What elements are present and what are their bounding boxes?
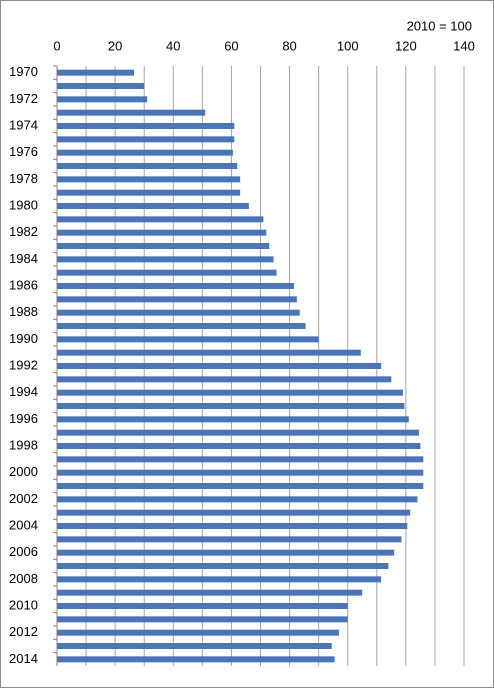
bar: [57, 416, 409, 423]
bar: [57, 336, 319, 343]
bar: [57, 83, 145, 89]
y-tick-label: 1992: [9, 357, 38, 372]
bar: [57, 389, 403, 396]
annotation: 2010 = 100: [407, 18, 472, 33]
bar: [57, 429, 419, 436]
bar: [57, 469, 424, 476]
bar: [57, 576, 382, 583]
y-tick-label: 1988: [9, 304, 38, 319]
bar: [57, 323, 306, 329]
x-tick-label: 140: [453, 38, 475, 53]
bar: [57, 69, 135, 76]
bar: [57, 643, 332, 649]
bar: [57, 483, 424, 489]
y-tick-label: 1974: [9, 117, 38, 132]
y-tick-label: 2008: [9, 571, 38, 586]
bar: [57, 403, 405, 409]
y-tick-label: 1994: [9, 384, 38, 399]
bar: [57, 149, 233, 156]
bar: [57, 176, 241, 183]
bar: [57, 123, 235, 129]
x-tick-label: 20: [108, 38, 122, 53]
bar: [57, 563, 389, 569]
y-tick-label: 1990: [9, 331, 38, 346]
x-tick-label: 40: [166, 38, 180, 53]
y-tick-label: 1998: [9, 437, 38, 452]
bar: [57, 163, 238, 169]
bar: [57, 229, 267, 236]
bar: [57, 376, 392, 383]
bar: [57, 349, 361, 356]
bar: [57, 256, 274, 263]
bar: [57, 549, 395, 556]
bar: [57, 189, 241, 196]
y-tick-label: 2012: [9, 624, 38, 639]
bar: [57, 509, 411, 516]
bar: [57, 309, 300, 316]
x-tick-label: 80: [282, 38, 296, 53]
y-tick-label: 1978: [9, 171, 38, 186]
x-tick-label: 120: [395, 38, 417, 53]
bar: [57, 443, 421, 449]
y-tick-label: 1972: [9, 91, 38, 106]
y-tick-label: 1986: [9, 277, 38, 292]
y-tick-label: 1970: [9, 64, 38, 79]
y-tick-label: 2002: [9, 491, 38, 506]
y-tick-label: 1982: [9, 224, 38, 239]
bar: [57, 603, 348, 609]
y-tick-label: 1996: [9, 411, 38, 426]
bar: [57, 136, 235, 143]
bar: [57, 536, 402, 543]
y-tick-label: 2006: [9, 544, 38, 559]
bar: [57, 496, 418, 503]
bar: [57, 363, 382, 369]
bar: [57, 96, 148, 103]
y-tick-label: 2000: [9, 464, 38, 479]
bar: [57, 523, 408, 529]
bar: [57, 243, 270, 249]
y-tick-label: 1976: [9, 144, 38, 159]
bar: [57, 589, 363, 596]
bar: [57, 216, 264, 223]
bar: [57, 296, 297, 303]
x-tick-label: 100: [337, 38, 359, 53]
bar: [57, 269, 277, 276]
x-tick-label: 60: [224, 38, 238, 53]
bar: [57, 629, 339, 636]
bar: [57, 283, 294, 289]
bar: [57, 656, 335, 663]
bar: [57, 456, 424, 463]
y-tick-label: 2014: [9, 651, 38, 666]
y-tick-label: 1984: [9, 251, 38, 266]
y-tick-label: 2010: [9, 597, 38, 612]
bar: [57, 616, 348, 623]
x-tick-label: 0: [53, 38, 60, 53]
bar: [57, 203, 249, 209]
y-tick-label: 2004: [9, 517, 38, 532]
y-tick-label: 1980: [9, 197, 38, 212]
bar: [57, 109, 206, 116]
